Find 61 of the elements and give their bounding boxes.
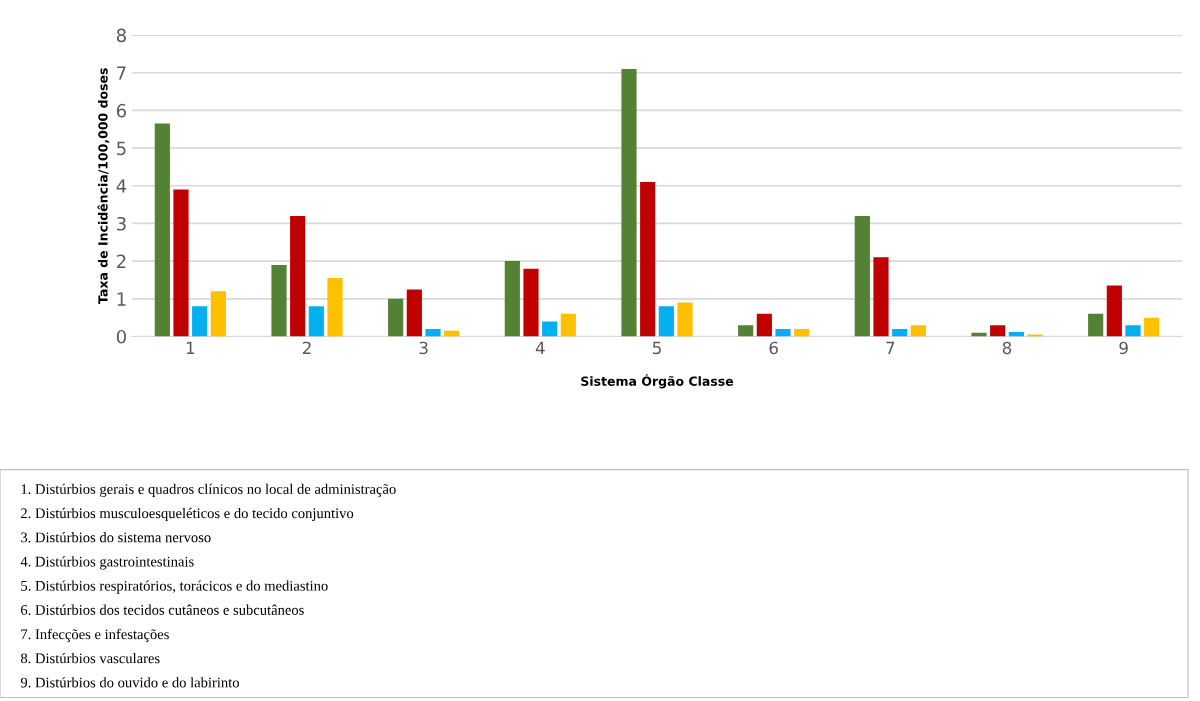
bar: [308, 306, 324, 337]
text: 1. Distúrbios gerais e quadros clínicos no local de administração: [21, 483, 396, 497]
bar: [640, 182, 656, 337]
bar: [1088, 313, 1104, 337]
y-tick-label: 5: [117, 141, 126, 156]
x-tick-label: 2: [302, 341, 311, 355]
bar: [677, 302, 693, 337]
bar: [388, 298, 404, 337]
y-tick-label: 3: [117, 216, 126, 231]
y-tick-label: 0: [116, 329, 126, 344]
bar: [990, 325, 1006, 337]
text: 7. Infecções e infestações: [21, 628, 169, 643]
x-tick-label: 7: [886, 341, 895, 355]
y-tick-label: 8: [116, 28, 126, 43]
x-tick-label: 3: [419, 341, 428, 355]
text: 8. Distúrbios vasculares: [20, 652, 160, 664]
bar: [290, 215, 306, 337]
x-axis-title: Sistema Órgão Classe: [581, 374, 734, 389]
x-tick-label: 9: [1119, 341, 1128, 355]
bar: [523, 268, 539, 337]
x-tick-label: 1: [186, 341, 195, 355]
bar: [1125, 325, 1141, 337]
bar: [621, 68, 637, 337]
bar: [873, 257, 889, 337]
bar: [210, 291, 226, 337]
bar: [738, 325, 754, 337]
text: 6. Distúrbios dos tecidos cutâneos e subcutâneos: [21, 604, 304, 615]
text: 4. Distúrbios gastrointestinais: [20, 556, 194, 570]
y-tick-label: 7: [117, 66, 126, 80]
text: 3. Distúrbios do sistema nervoso: [21, 532, 211, 543]
bar: [910, 325, 926, 337]
bar: [854, 215, 870, 337]
bar: [1106, 285, 1122, 337]
bar: [327, 278, 343, 337]
x-tick-label: 5: [652, 341, 661, 355]
bar: [1144, 317, 1160, 337]
bar: [504, 261, 520, 337]
bar: [892, 328, 908, 337]
bar: [542, 321, 558, 337]
y-axis-title: Taxa de Incidência/100,000 doses: [97, 68, 110, 304]
bar: [560, 313, 576, 337]
bar: [425, 328, 441, 337]
x-tick-label: 6: [769, 341, 778, 355]
bar: [271, 264, 287, 337]
y-tick-label: 2: [116, 254, 126, 268]
bar: [794, 328, 810, 337]
y-tick-label: 6: [116, 103, 126, 118]
text: 9. Distúrbios do ouvido e do labirinto: [20, 677, 239, 688]
bar: [756, 313, 772, 337]
y-tick-label: 1: [117, 292, 126, 306]
text: 5. Distúrbios respiratórios, torácicos e do mediastino: [21, 580, 328, 594]
bar: [192, 306, 208, 337]
text: 2. Distúrbios musculoesqueléticos e do tecido conjuntivo: [21, 507, 354, 522]
bar: [775, 328, 791, 337]
bar: [173, 189, 189, 337]
x-tick-label: 4: [535, 341, 545, 355]
x-tick-label: 8: [1002, 341, 1012, 355]
bar: [154, 123, 170, 337]
y-tick-label: 4: [116, 179, 127, 193]
bar: [406, 289, 422, 337]
bar: [658, 306, 674, 337]
